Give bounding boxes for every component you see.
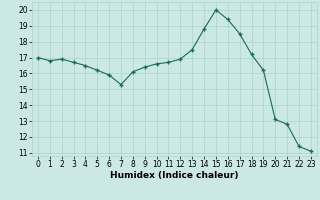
X-axis label: Humidex (Indice chaleur): Humidex (Indice chaleur) <box>110 171 239 180</box>
